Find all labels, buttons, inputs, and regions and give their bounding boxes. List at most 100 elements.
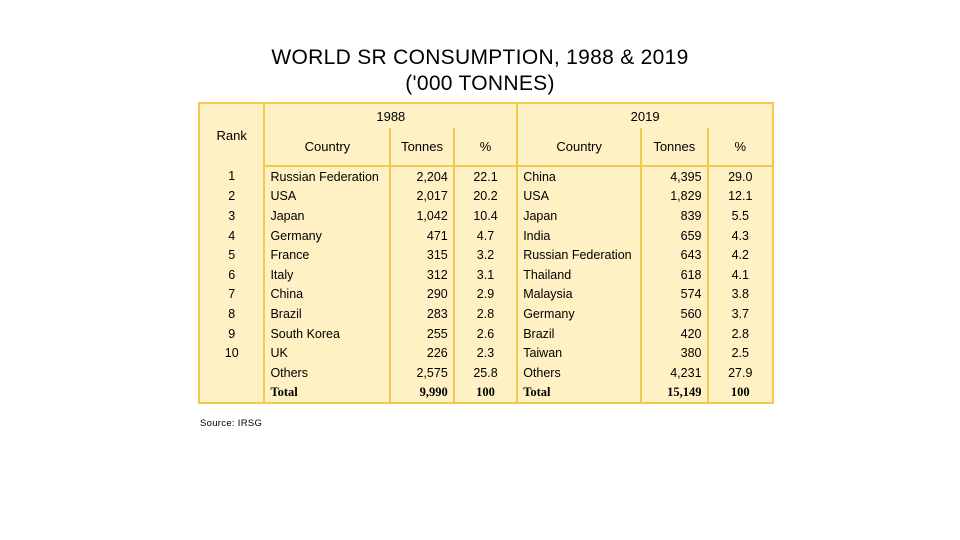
tonnes-1988-cell: 226 bbox=[389, 343, 455, 363]
rank-cell: 1 bbox=[197, 166, 266, 187]
country-1988-cell: Others bbox=[263, 362, 392, 383]
pct-2019-cell: 29.0 bbox=[706, 166, 775, 187]
pct-2019-cell: 4.1 bbox=[706, 264, 775, 285]
pct-2019-cell: 4.2 bbox=[706, 245, 775, 265]
tonnes-1988-cell: 471 bbox=[389, 225, 455, 246]
pct-1988-cell: 22.1 bbox=[452, 166, 519, 187]
table-body: 1 Russian Federation 2,204 22.1 China 4,395 29… bbox=[197, 166, 775, 404]
country-1988-cell: USA bbox=[263, 186, 392, 207]
table-row: 5 France 315 3.2 Russian Federation 643 4.2 bbox=[197, 245, 775, 265]
country-1988-cell: Italy bbox=[263, 264, 392, 285]
country-2019-cell: Others bbox=[516, 362, 643, 383]
pct-1988-cell: 4.7 bbox=[452, 225, 519, 246]
consumption-table: Rank 1988 2019 Country Tonnes % Country … bbox=[197, 102, 775, 405]
title-line-2: ('000 TONNES) bbox=[405, 72, 555, 95]
pct-2019-cell: 3.8 bbox=[706, 284, 775, 305]
rank-cell: 2 bbox=[197, 186, 266, 207]
rank-cell bbox=[197, 362, 266, 383]
tonnes-1988-cell: 2,204 bbox=[389, 166, 455, 187]
title-line-1: WORLD SR CONSUMPTION, 1988 & 2019 bbox=[271, 46, 689, 69]
tonnes-1988-cell: 312 bbox=[389, 264, 455, 285]
tonnes-1988-cell: 283 bbox=[389, 304, 455, 324]
table-row: 4 Germany 471 4.7 India 659 4.3 bbox=[197, 225, 775, 246]
year-1988-header: 1988 bbox=[263, 103, 519, 128]
country-2019-cell: Thailand bbox=[516, 264, 643, 285]
country-2019-cell: India bbox=[516, 225, 643, 246]
country-2019-cell: Taiwan bbox=[516, 343, 643, 363]
country-1988-cell: Brazil bbox=[263, 304, 392, 324]
tonnes-1988-cell: 255 bbox=[389, 323, 455, 344]
table-row: 7 China 290 2.9 Malaysia 574 3.8 bbox=[197, 284, 775, 305]
country-1988-cell: Japan bbox=[263, 206, 392, 226]
country-2019-cell: Japan bbox=[516, 206, 643, 226]
country-1988-header: Country bbox=[263, 128, 392, 167]
page-title: WORLD SR CONSUMPTION, 1988 & 2019 ('000 … bbox=[180, 45, 780, 97]
tonnes-1988-cell: 315 bbox=[389, 245, 455, 265]
pct-1988-cell: 20.2 bbox=[452, 186, 519, 207]
country-2019-cell: Germany bbox=[516, 304, 643, 324]
pct-1988-cell: 2.8 bbox=[452, 304, 519, 324]
total-pct-1988-cell: 100 bbox=[452, 382, 519, 404]
tonnes-1988-cell: 2,575 bbox=[389, 362, 455, 383]
tonnes-2019-cell: 420 bbox=[640, 323, 709, 344]
tonnes-2019-cell: 1,829 bbox=[640, 186, 709, 207]
table-row: 3 Japan 1,042 10.4 Japan 839 5.5 bbox=[197, 206, 775, 226]
tonnes-1988-cell: 2,017 bbox=[389, 186, 455, 207]
pct-1988-cell: 10.4 bbox=[452, 206, 519, 226]
tonnes-2019-cell: 560 bbox=[640, 304, 709, 324]
table-row: 9 South Korea 255 2.6 Brazil 420 2.8 bbox=[197, 323, 775, 344]
country-2019-cell: Malaysia bbox=[516, 284, 643, 305]
pct-1988-cell: 3.2 bbox=[452, 245, 519, 265]
rank-cell bbox=[197, 382, 266, 404]
table-row: 6 Italy 312 3.1 Thailand 618 4.1 bbox=[197, 264, 775, 285]
rank-cell: 6 bbox=[197, 264, 266, 285]
pct-1988-cell: 2.6 bbox=[452, 323, 519, 344]
rank-cell: 8 bbox=[197, 304, 266, 324]
pct-2019-cell: 5.5 bbox=[706, 206, 775, 226]
tonnes-2019-cell: 574 bbox=[640, 284, 709, 305]
country-2019-cell: USA bbox=[516, 186, 643, 207]
rank-cell: 4 bbox=[197, 225, 266, 246]
tonnes-2019-cell: 839 bbox=[640, 206, 709, 226]
country-2019-cell: China bbox=[516, 166, 643, 187]
table-row: 8 Brazil 283 2.8 Germany 560 3.7 bbox=[197, 304, 775, 324]
tonnes-2019-cell: 659 bbox=[640, 225, 709, 246]
pct-1988-cell: 3.1 bbox=[452, 264, 519, 285]
tonnes-2019-cell: 643 bbox=[640, 245, 709, 265]
table-row: 10 UK 226 2.3 Taiwan 380 2.5 bbox=[197, 343, 775, 363]
pct-2019-header: % bbox=[706, 128, 775, 167]
rank-cell: 7 bbox=[197, 284, 266, 305]
rank-cell: 5 bbox=[197, 245, 266, 265]
pct-1988-header: % bbox=[452, 128, 519, 167]
total-row: Total 9,990 100 Total 15,149 100 bbox=[197, 382, 775, 404]
rank-cell: 3 bbox=[197, 206, 266, 226]
total-tonnes-1988-cell: 9,990 bbox=[389, 382, 455, 404]
rank-cell: 10 bbox=[197, 343, 266, 363]
country-2019-header: Country bbox=[516, 128, 643, 167]
tonnes-2019-cell: 4,395 bbox=[640, 166, 709, 187]
pct-2019-cell: 2.8 bbox=[706, 323, 775, 344]
pct-2019-cell: 12.1 bbox=[706, 186, 775, 207]
pct-2019-cell: 27.9 bbox=[706, 362, 775, 383]
total-country-2019-cell: Total bbox=[516, 382, 643, 404]
tonnes-1988-cell: 290 bbox=[389, 284, 455, 305]
pct-2019-cell: 3.7 bbox=[706, 304, 775, 324]
country-2019-cell: Brazil bbox=[516, 323, 643, 344]
table-row: 2 USA 2,017 20.2 USA 1,829 12.1 bbox=[197, 186, 775, 207]
rank-cell: 9 bbox=[197, 323, 266, 344]
tonnes-1988-header: Tonnes bbox=[389, 128, 455, 167]
tonnes-2019-cell: 4,231 bbox=[640, 362, 709, 383]
rank-header: Rank bbox=[197, 103, 266, 166]
country-1988-cell: Russian Federation bbox=[263, 166, 392, 187]
country-1988-cell: Germany bbox=[263, 225, 392, 246]
table-row: 1 Russian Federation 2,204 22.1 China 4,395 29… bbox=[197, 166, 775, 187]
tonnes-2019-cell: 380 bbox=[640, 343, 709, 363]
source-note: Source: IRSG bbox=[200, 418, 263, 429]
table-row: Others 2,575 25.8 Others 4,231 27.9 bbox=[197, 362, 775, 383]
country-1988-cell: China bbox=[263, 284, 392, 305]
pct-2019-cell: 4.3 bbox=[706, 225, 775, 246]
tonnes-2019-cell: 618 bbox=[640, 264, 709, 285]
pct-1988-cell: 2.9 bbox=[452, 284, 519, 305]
country-1988-cell: South Korea bbox=[263, 323, 392, 344]
country-1988-cell: France bbox=[263, 245, 392, 265]
